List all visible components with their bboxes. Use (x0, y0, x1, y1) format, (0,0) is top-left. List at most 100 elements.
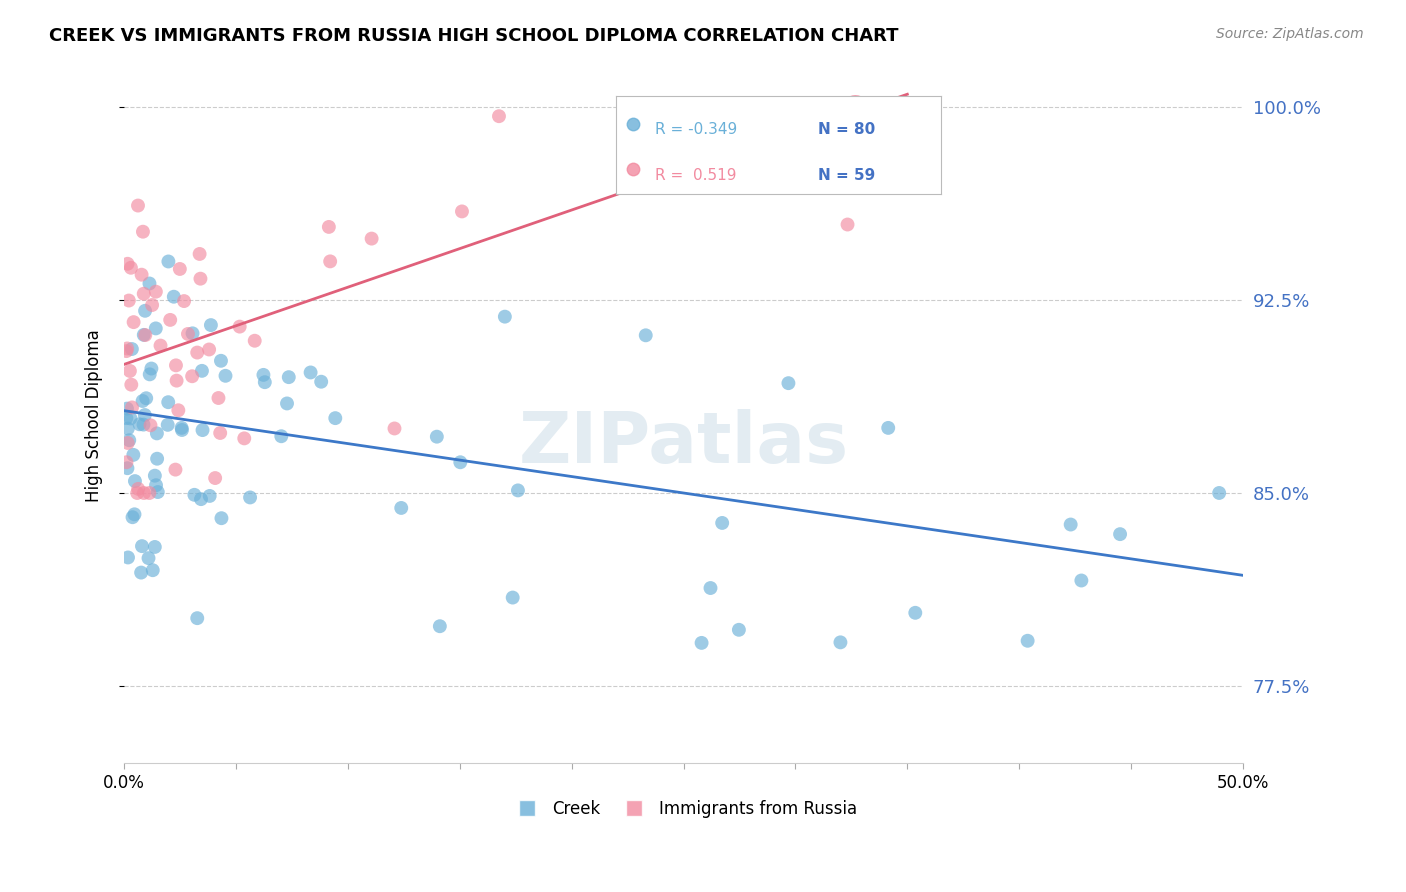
Point (163, 290, 186, 304)
Point (165, 359, 187, 373)
Point (699, 581, 721, 595)
Point (129, 566, 152, 580)
Point (170, 421, 193, 435)
Point (146, 426, 169, 441)
Point (159, 313, 181, 327)
Point (198, 343, 221, 357)
Point (127, 486, 149, 500)
Point (132, 286, 155, 301)
Point (120, 260, 142, 275)
Point (121, 342, 143, 356)
Point (183, 488, 205, 502)
Point (1109, 527, 1132, 541)
Point (135, 391, 157, 405)
Point (668, 122, 690, 136)
Point (426, 430, 449, 444)
Point (167, 403, 190, 417)
Point (360, 231, 382, 245)
Point (132, 486, 155, 500)
Point (145, 321, 167, 335)
Point (115, 401, 138, 416)
Point (115, 411, 138, 425)
Point (117, 550, 139, 565)
Point (117, 436, 139, 450)
Point (156, 417, 179, 432)
Point (132, 327, 155, 342)
Point (169, 262, 191, 277)
Point (837, 218, 859, 232)
Point (117, 422, 139, 436)
Point (904, 606, 927, 620)
Point (728, 623, 751, 637)
Point (127, 482, 149, 496)
Point (131, 268, 153, 282)
Point (188, 247, 211, 261)
Point (141, 298, 163, 312)
Point (115, 344, 138, 359)
Point (132, 225, 155, 239)
Point (165, 462, 187, 476)
Point (690, 636, 713, 650)
Point (270, 429, 292, 443)
Point (276, 396, 298, 410)
Point (711, 516, 734, 530)
Legend: Creek, Immigrants from Russia: Creek, Immigrants from Russia (503, 793, 863, 824)
Point (502, 591, 524, 605)
Point (894, 136, 917, 150)
Point (1070, 574, 1092, 588)
Point (451, 204, 474, 219)
Point (117, 461, 139, 475)
Point (124, 474, 146, 488)
Point (138, 277, 160, 291)
Point (138, 368, 160, 382)
Point (115, 455, 138, 469)
Point (177, 326, 200, 341)
Point (142, 563, 165, 577)
Point (200, 318, 222, 332)
Point (228, 319, 250, 334)
Text: ZIPatlas: ZIPatlas (519, 409, 849, 478)
Point (121, 401, 143, 415)
Point (721, 157, 744, 171)
Point (842, 95, 865, 109)
Point (668, 168, 690, 182)
Point (252, 368, 274, 382)
Point (121, 510, 143, 524)
Point (389, 500, 412, 515)
Point (190, 492, 212, 507)
Point (134, 408, 156, 422)
Point (131, 394, 153, 409)
Point (132, 417, 155, 432)
Point (309, 375, 332, 389)
Point (181, 326, 204, 341)
Point (122, 315, 145, 329)
Point (128, 417, 150, 432)
Point (233, 431, 256, 445)
Point (138, 551, 160, 566)
Point (122, 448, 145, 462)
Point (191, 423, 214, 437)
Point (145, 478, 167, 492)
Point (319, 254, 342, 268)
Point (117, 257, 139, 271)
Text: Source: ZipAtlas.com: Source: ZipAtlas.com (1216, 27, 1364, 41)
Point (1060, 517, 1083, 532)
Point (138, 486, 160, 500)
Point (778, 376, 800, 391)
Point (118, 293, 141, 308)
Point (685, 119, 707, 133)
Point (429, 619, 451, 633)
Point (157, 254, 180, 268)
Point (186, 345, 208, 359)
Point (209, 425, 232, 440)
Point (214, 368, 236, 383)
Point (166, 374, 188, 388)
Point (120, 377, 142, 392)
Point (253, 375, 276, 389)
Point (118, 364, 141, 378)
Point (877, 421, 900, 435)
Point (149, 338, 172, 352)
Point (143, 540, 166, 554)
Point (634, 328, 657, 343)
Point (143, 468, 166, 483)
